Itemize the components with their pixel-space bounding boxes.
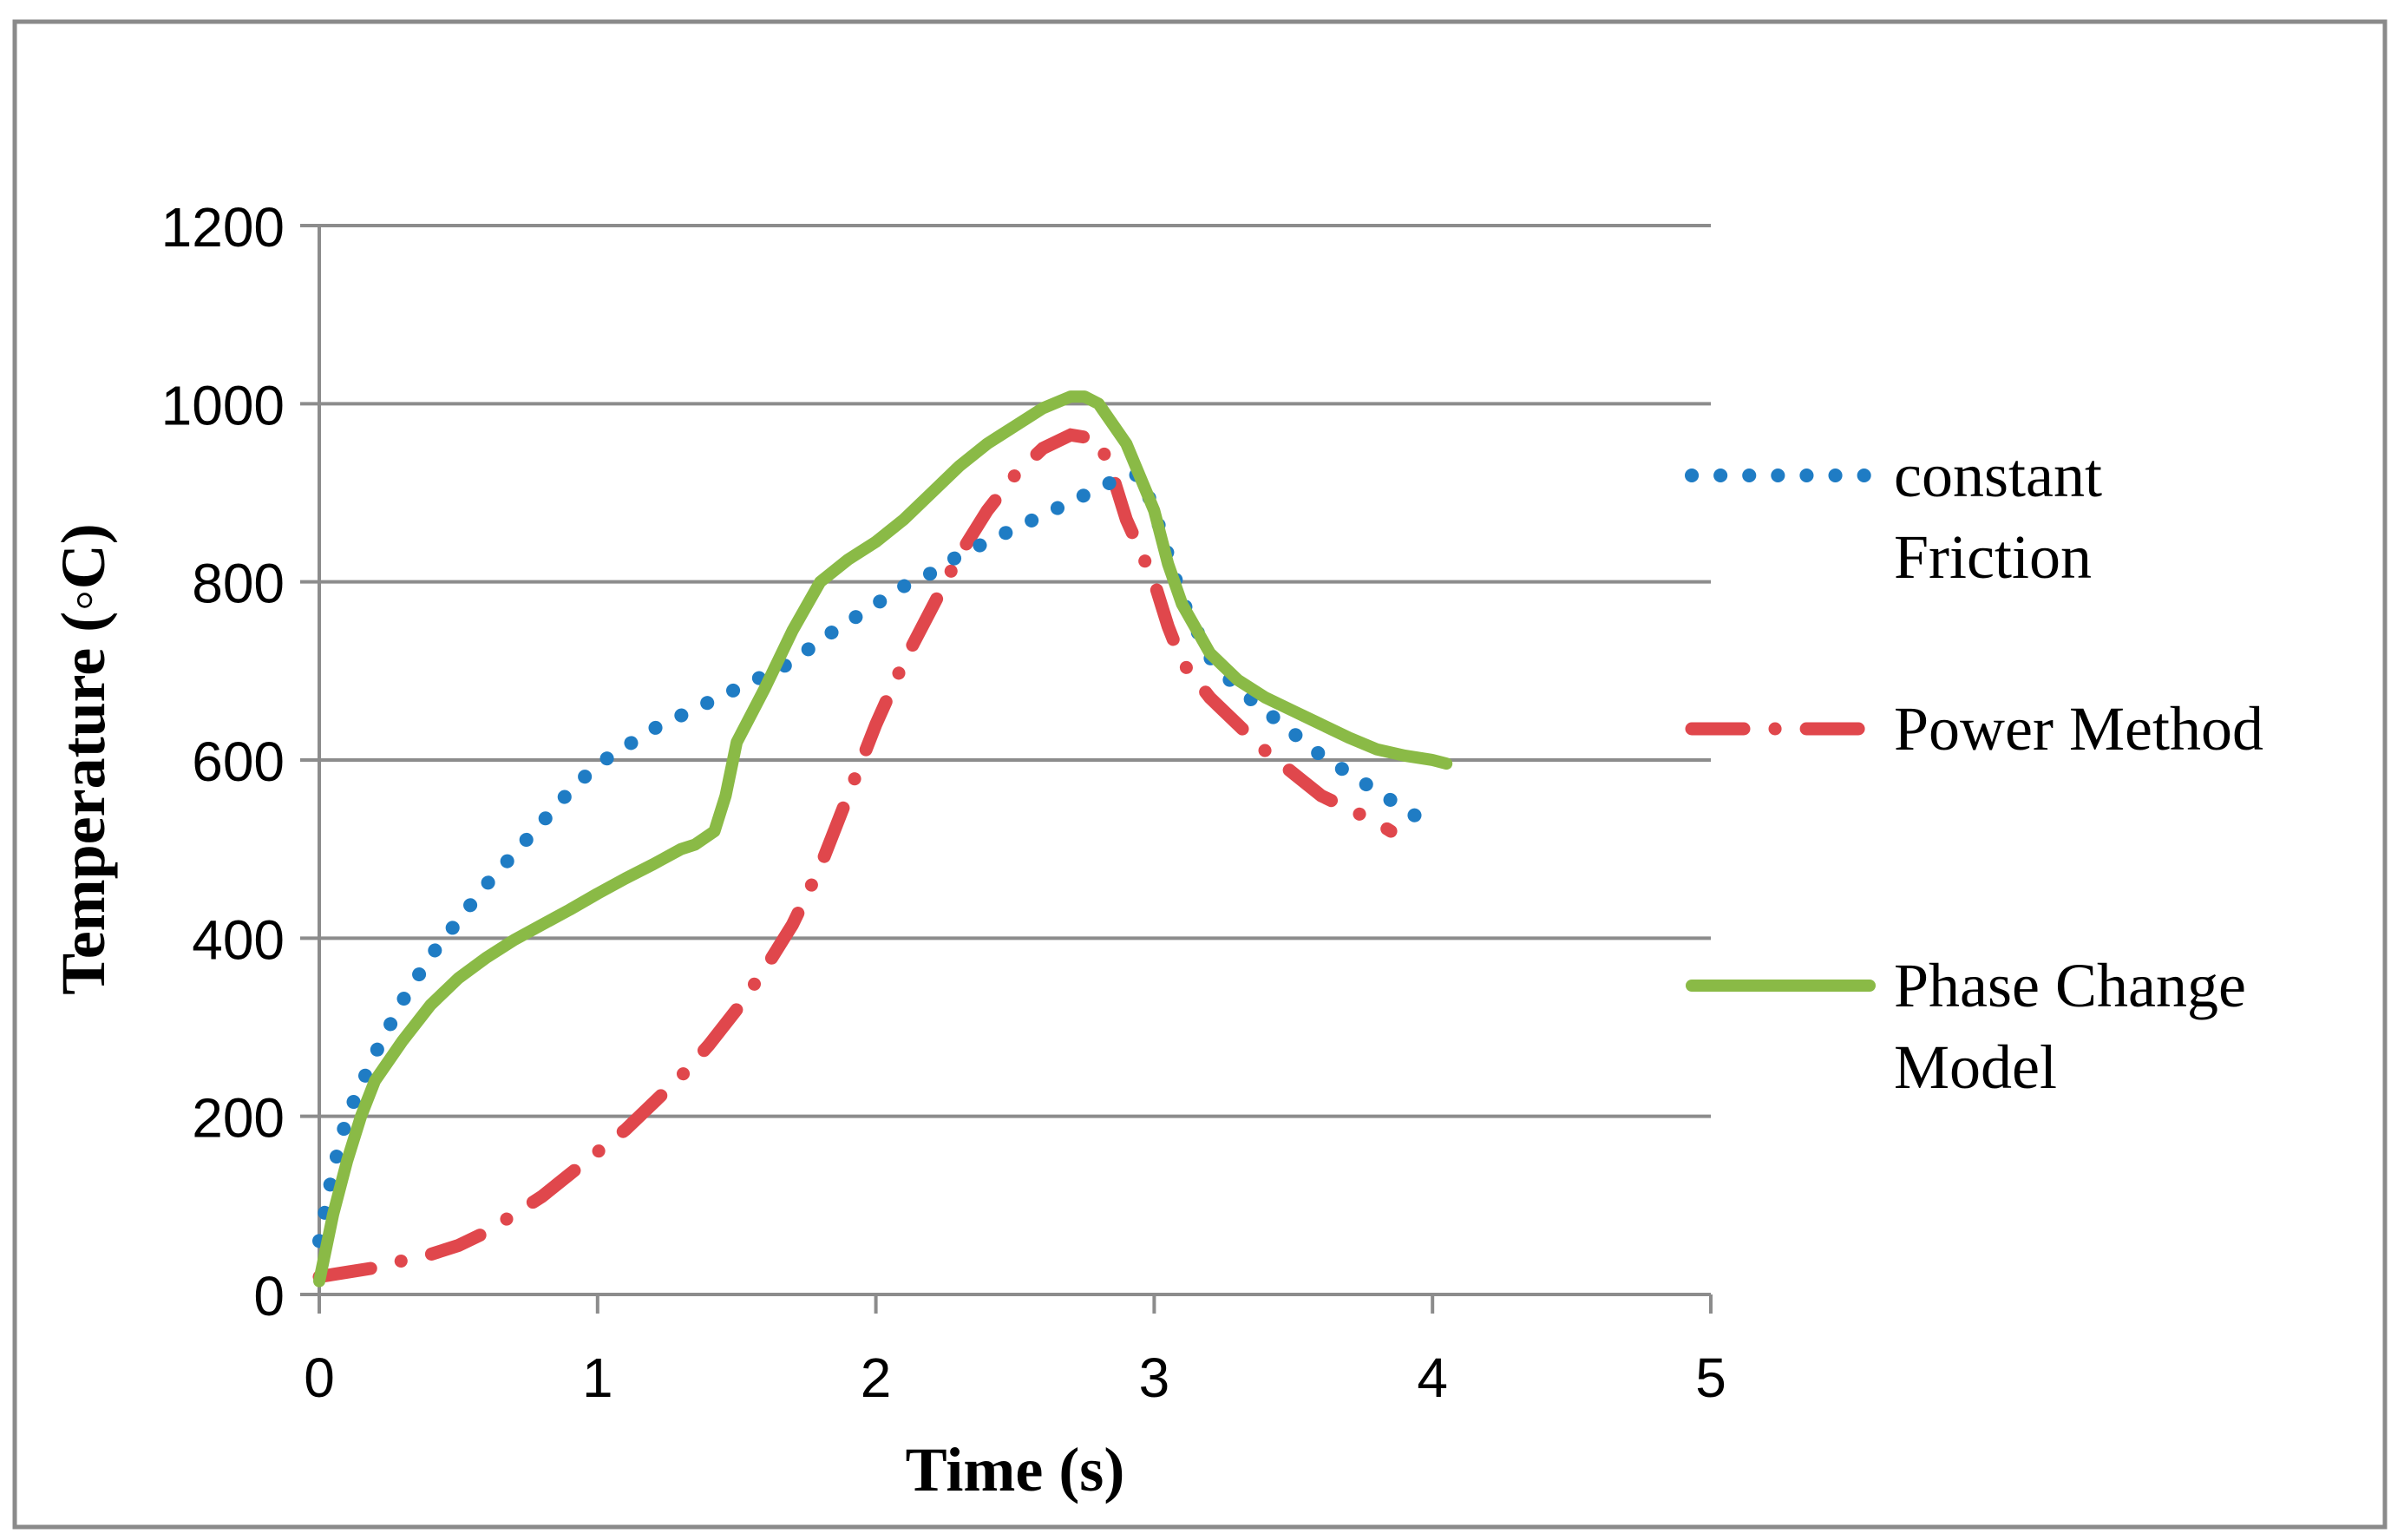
- x-tick-label: 2: [861, 1347, 892, 1409]
- y-tick-label: 1200: [161, 196, 285, 259]
- x-tick-label: 0: [304, 1347, 335, 1409]
- x-tick-label: 4: [1417, 1347, 1448, 1409]
- grid-lines: [319, 224, 1711, 1118]
- x-axis-label: Time (s): [906, 1435, 1125, 1504]
- y-tick-label: 1000: [161, 374, 285, 436]
- y-tick-label: 800: [192, 553, 285, 615]
- legend-label: Phase Change: [1894, 951, 2246, 1020]
- series-layer: [312, 390, 1453, 1288]
- legend-label: Model: [1894, 1032, 2057, 1102]
- legend: constant Friction Power Method Phase Change…: [1685, 441, 2263, 1102]
- x-tick-label: 1: [582, 1347, 613, 1409]
- y-tick-label: 200: [192, 1087, 285, 1150]
- x-tick-label: 3: [1139, 1347, 1170, 1409]
- y-tick-label: 0: [253, 1265, 285, 1327]
- axes: [300, 224, 1713, 1314]
- y-tick-label: 600: [192, 731, 285, 793]
- y-tick-label: 400: [192, 908, 285, 971]
- y-tick-labels: 0 200 400 600 800 1000 1200: [161, 196, 285, 1327]
- legend-label: Power Method: [1894, 694, 2263, 763]
- series-line-power-method: [312, 428, 1398, 1283]
- x-tick-label: 5: [1695, 1347, 1726, 1409]
- legend-label: constant: [1894, 441, 2102, 510]
- chart-border: [12, 19, 2388, 1530]
- x-tick-labels: 0 1 2 3 4 5: [304, 1347, 1726, 1409]
- y-axis-label: Temperature (◦C): [49, 523, 118, 994]
- series-line-phase-change-model: [313, 390, 1453, 1288]
- legend-label: Friction: [1894, 522, 2092, 592]
